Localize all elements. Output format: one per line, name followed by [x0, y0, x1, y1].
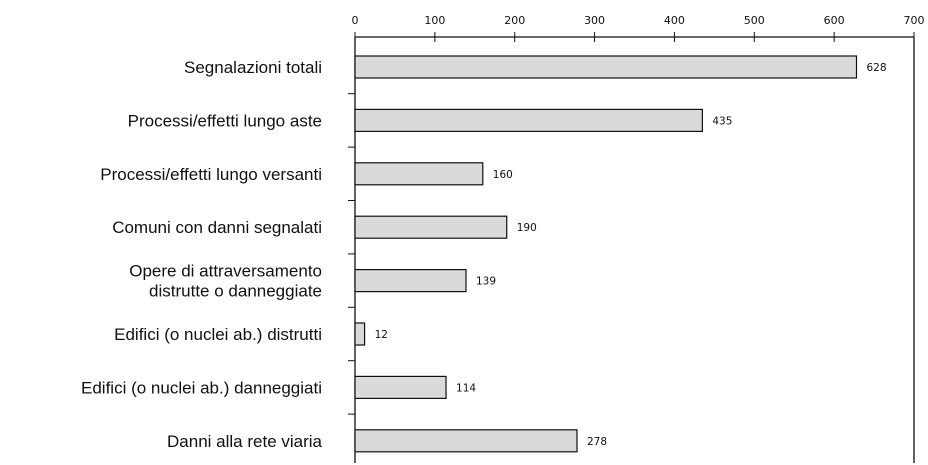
plot-frame — [354, 36, 915, 463]
category-label: Danni alla rete viaria — [167, 432, 323, 451]
data-label: 435 — [712, 115, 732, 127]
bar — [354, 162, 484, 186]
bar — [354, 429, 578, 453]
bar — [354, 108, 703, 133]
category-label: Segnalazioni totali — [184, 58, 322, 77]
x-tick-label: 600 — [824, 14, 845, 27]
category-label: Edifici (o nuclei ab.) distrutti — [114, 325, 322, 344]
category-label: Edifici (o nuclei ab.) danneggiati — [81, 378, 322, 397]
x-tick-label: 500 — [744, 14, 765, 27]
data-label: 12 — [375, 329, 388, 341]
bar — [354, 269, 467, 293]
category-label: Processi/effetti lungo aste — [128, 111, 322, 130]
category-label: distrutte o danneggiate — [149, 282, 322, 301]
x-tick-label: 0 — [352, 14, 359, 27]
x-tick-label: 400 — [664, 14, 685, 27]
category-labels: Segnalazioni totali Processi/effetti lung… — [81, 58, 323, 451]
bar — [354, 55, 858, 79]
data-label: 139 — [476, 276, 496, 288]
data-label: 628 — [867, 62, 887, 74]
x-tick-label: 300 — [584, 14, 605, 27]
data-label: 114 — [456, 382, 476, 394]
x-tick-label: 700 — [904, 14, 925, 27]
bar — [354, 215, 508, 239]
bars: 628 435 160 190 139 12 114 278 — [354, 55, 887, 453]
data-label: 160 — [493, 169, 513, 181]
category-label: Opere di attraversamento — [129, 262, 322, 281]
x-tick-label: 100 — [424, 14, 445, 27]
bar — [354, 375, 447, 399]
x-tick-label: 200 — [504, 14, 525, 27]
data-label: 190 — [517, 222, 537, 234]
data-label: 278 — [587, 436, 607, 448]
x-axis: 0 100 200 300 400 500 600 700 — [348, 14, 925, 415]
bar — [354, 322, 366, 346]
category-label: Processi/effetti lungo versanti — [100, 165, 322, 184]
category-label: Comuni con danni segnalati — [112, 218, 322, 237]
